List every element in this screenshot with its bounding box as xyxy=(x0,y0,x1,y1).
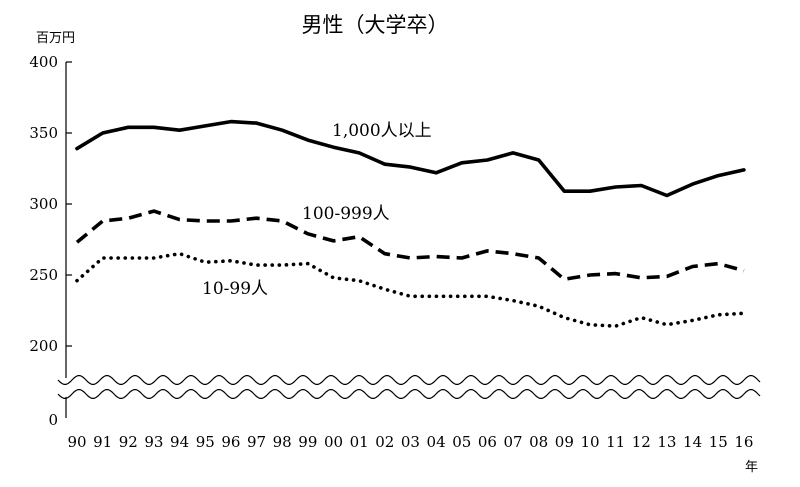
x-tick-label: 07 xyxy=(504,433,523,451)
x-tick-label: 08 xyxy=(529,433,548,451)
x-tick-label: 97 xyxy=(247,433,266,451)
x-tick-label: 95 xyxy=(196,433,215,451)
series-label-3: 10-99人 xyxy=(202,279,268,299)
x-tick-label: 00 xyxy=(324,433,343,451)
x-tick-label: 15 xyxy=(709,433,728,451)
x-tick-label: 96 xyxy=(221,433,240,451)
series-labels: 1,000人以上 100-999人 10-99人 xyxy=(202,121,432,299)
x-tick-label: 06 xyxy=(478,433,497,451)
x-tick-label: 05 xyxy=(452,433,471,451)
y-zero-label: 0 xyxy=(48,411,58,429)
chart-title: 男性（大学卒） xyxy=(302,13,449,37)
series-line-3 xyxy=(75,251,746,328)
series-label-2: 100-999人 xyxy=(302,204,390,224)
x-tick-label: 13 xyxy=(657,433,676,451)
y-axis-unit-label: 百万円 xyxy=(36,31,75,46)
series-line-2 xyxy=(75,209,745,282)
axis-break-wave xyxy=(57,389,761,399)
x-tick-label: 02 xyxy=(375,433,394,451)
x-tick-label: 94 xyxy=(170,433,189,451)
x-tick-label: 99 xyxy=(298,433,317,451)
series-layer xyxy=(75,119,746,328)
x-tick-label: 03 xyxy=(401,433,420,451)
x-tick-label: 92 xyxy=(119,433,138,451)
series-label-1: 1,000人以上 xyxy=(332,121,432,141)
x-tick-label: 98 xyxy=(273,433,292,451)
y-tick-label: 350 xyxy=(29,124,58,142)
x-axis-unit-label: 年 xyxy=(745,460,758,475)
x-tick-label: 16 xyxy=(734,433,753,451)
x-tick-label: 01 xyxy=(350,433,369,451)
axis-break-gap xyxy=(56,378,764,397)
y-tick-label: 400 xyxy=(29,53,58,71)
axis-break-band xyxy=(56,375,764,399)
y-tick-label: 200 xyxy=(29,337,58,355)
x-tick-label: 90 xyxy=(67,433,86,451)
x-tick-label: 12 xyxy=(632,433,651,451)
x-tick-label: 09 xyxy=(555,433,574,451)
y-tick-label: 300 xyxy=(29,195,58,213)
x-tick-label: 11 xyxy=(606,433,625,451)
series-line-1 xyxy=(75,119,746,198)
x-tick-label: 93 xyxy=(144,433,163,451)
x-tick-label: 04 xyxy=(427,433,446,451)
axis-break-wave xyxy=(57,375,761,385)
x-tick-label: 91 xyxy=(93,433,112,451)
y-tick-label: 250 xyxy=(29,266,58,284)
x-tick-label: 14 xyxy=(683,433,702,451)
x-tick-label: 10 xyxy=(580,433,599,451)
